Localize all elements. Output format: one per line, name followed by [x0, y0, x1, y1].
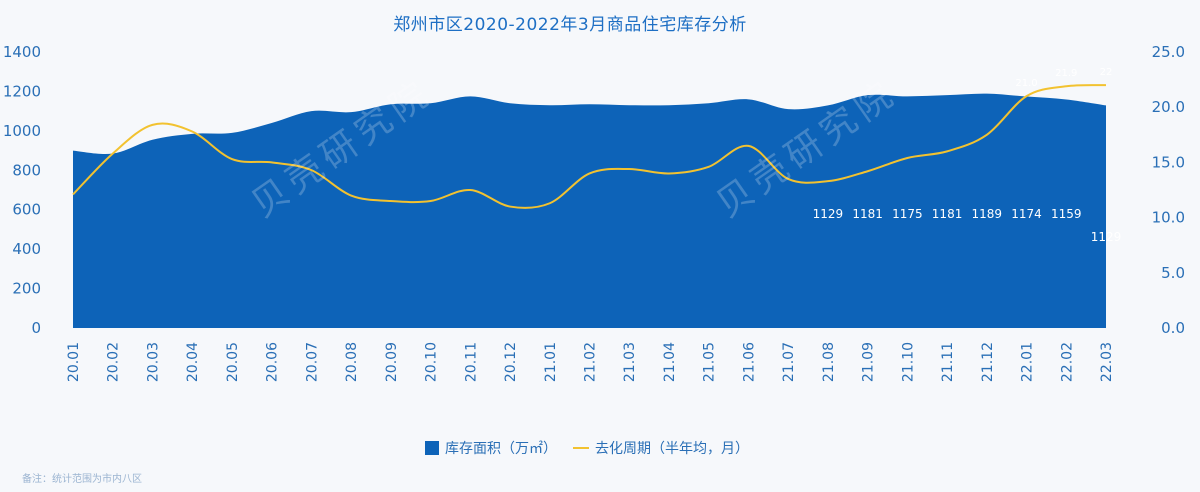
x-tick-label: 21.07	[781, 342, 797, 382]
y-left-tick-label: 600	[12, 201, 41, 219]
y-left-tick-label: 800	[12, 161, 41, 179]
legend-item-line[interactable]: 去化周期（半年均，月）	[573, 438, 749, 458]
x-tick-label: 21.08	[821, 342, 837, 382]
inventory-area	[73, 93, 1106, 328]
x-tick-label: 20.04	[185, 342, 201, 382]
area-data-label: 1159	[1051, 207, 1082, 221]
x-tick-label: 21.10	[900, 342, 916, 382]
y-left-tick-label: 1200	[3, 82, 41, 100]
x-tick-label: 22.03	[1099, 342, 1115, 382]
line-data-label: 22	[1100, 67, 1113, 78]
x-tick-label: 22.02	[1059, 342, 1075, 382]
x-tick-label: 22.01	[1020, 342, 1036, 382]
y-left-tick-label: 1400	[3, 43, 41, 61]
area-data-label: 1181	[932, 207, 963, 221]
x-tick-label: 21.12	[980, 342, 996, 382]
line-data-label: 21.0	[1015, 78, 1037, 89]
legend-line-label: 去化周期（半年均，月）	[595, 441, 749, 457]
x-tick-label: 20.06	[265, 342, 281, 382]
x-tick-label: 20.02	[106, 342, 122, 382]
x-tick-label: 21.01	[543, 342, 559, 382]
line-data-label: 21.9	[1055, 68, 1077, 79]
turnover-line	[72, 84, 1107, 209]
x-tick-label: 20.01	[66, 342, 82, 382]
x-tick-label: 21.06	[741, 342, 757, 382]
x-tick-label: 21.09	[861, 342, 877, 382]
x-tick-label: 21.03	[622, 342, 638, 382]
y-left-tick-label: 1000	[3, 122, 41, 140]
area-data-label: 1174	[1011, 207, 1042, 221]
x-tick-label: 20.10	[424, 342, 440, 382]
x-tick-label: 20.09	[384, 342, 400, 382]
area-data-label: 1189	[972, 207, 1003, 221]
y-right-tick-label: 15.0	[1152, 153, 1185, 171]
legend-area-label: 库存面积（万㎡）	[445, 441, 557, 457]
x-tick-label: 20.11	[463, 342, 479, 382]
y-right-tick-label: 5.0	[1161, 264, 1185, 282]
y-left-tick-label: 400	[12, 240, 41, 258]
y-right-tick-label: 10.0	[1152, 209, 1185, 227]
x-tick-label: 20.05	[225, 342, 241, 382]
legend-area-swatch	[425, 441, 439, 455]
y-left-tick-label: 200	[12, 280, 41, 298]
x-tick-label: 20.08	[344, 342, 360, 382]
y-right-tick-label: 20.0	[1152, 98, 1185, 116]
x-tick-label: 20.03	[145, 342, 161, 382]
legend-item-area[interactable]: 库存面积（万㎡）	[425, 438, 557, 458]
footnote: 备注：统计范围为市内八区	[22, 474, 142, 485]
chart-title: 郑州市区2020-2022年3月商品住宅库存分析	[393, 15, 747, 35]
y-left-tick-label: 0	[31, 319, 41, 337]
area-data-label: 1175	[892, 207, 923, 221]
legend: 库存面积（万㎡） 去化周期（半年均，月）	[425, 438, 765, 458]
chart-canvas: 1129 1181 1175 1181 1189 1174 1159 1129 21.0 21.9…	[3, 43, 1185, 382]
y-right-tick-label: 0.0	[1161, 319, 1185, 337]
area-data-label: 1129	[1091, 230, 1122, 244]
x-tick-label: 21.02	[583, 342, 599, 382]
area-data-label: 1129	[813, 207, 844, 221]
x-tick-label: 20.12	[503, 342, 519, 382]
y-right-tick-label: 25.0	[1152, 43, 1185, 61]
x-tick-label: 21.04	[662, 342, 678, 382]
area-data-label: 1181	[852, 207, 883, 221]
x-tick-label: 20.07	[304, 342, 320, 382]
legend-line-swatch	[573, 447, 589, 449]
x-tick-label: 21.05	[702, 342, 718, 382]
x-tick-label: 21.11	[940, 342, 956, 382]
